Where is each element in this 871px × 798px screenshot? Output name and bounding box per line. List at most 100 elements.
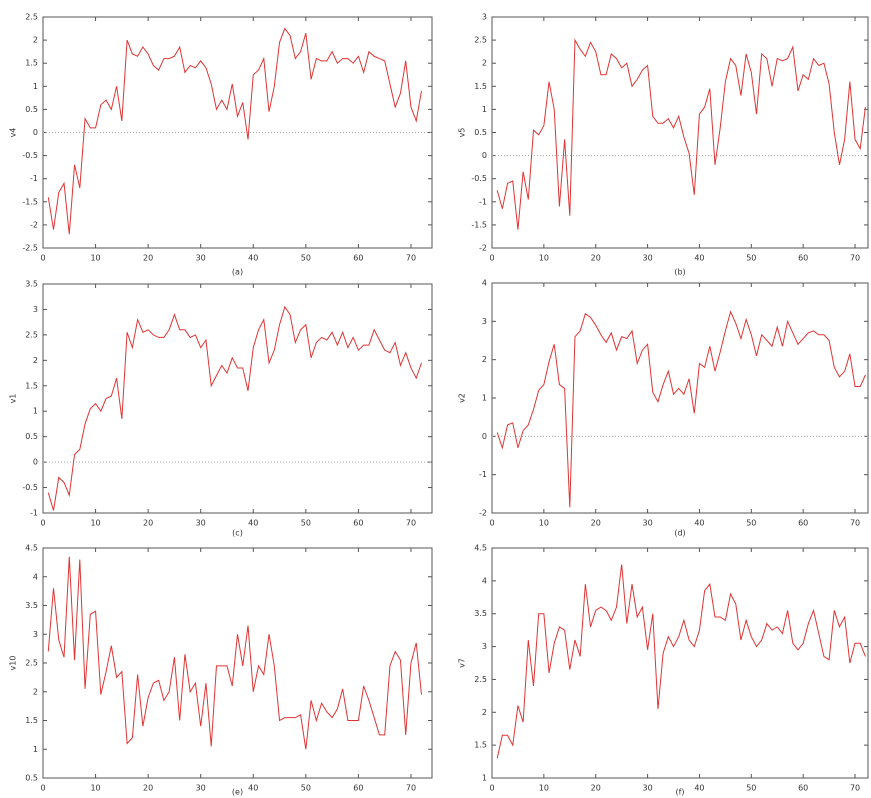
y-tick-label: -1 (30, 174, 38, 183)
plot-frame (42, 547, 433, 779)
x-tick-label: 50 (746, 254, 756, 263)
x-tick-label: 60 (353, 254, 363, 263)
y-axis-label: v1 (9, 394, 18, 404)
y-tick-label: 3 (482, 642, 487, 651)
y-tick-label: -1 (479, 197, 487, 206)
y-tick-label: 3.5 (474, 609, 487, 618)
y-tick-label: 3 (33, 630, 38, 639)
y-tick-label: 4 (33, 572, 38, 581)
y-tick-label: 1.5 (25, 716, 38, 725)
y-tick-label: 1 (33, 745, 38, 754)
x-tick-label: 60 (798, 254, 808, 263)
data-line (496, 310, 866, 508)
y-tick-label: -1.5 (22, 197, 38, 206)
y-tick-label: 1.5 (25, 59, 38, 68)
y-tick-label: 2 (482, 59, 487, 68)
y-tick-label: 2 (33, 36, 38, 45)
x-tick-label: 40 (248, 784, 258, 793)
data-line (47, 556, 422, 750)
subplot-caption: (c) (232, 529, 243, 538)
y-tick-label: 4.5 (25, 544, 38, 553)
y-tick-label: -0.5 (471, 174, 487, 183)
y-tick-label: 2.5 (25, 13, 38, 22)
y-tick-label: -2 (30, 220, 38, 229)
x-tick-label: 30 (642, 784, 652, 793)
x-tick-label: 60 (353, 519, 363, 528)
data-line (496, 564, 866, 759)
subplot-caption: (a) (232, 268, 243, 277)
plot-frame (42, 283, 433, 514)
plot-frame (491, 547, 869, 779)
x-tick-label: 60 (353, 784, 363, 793)
x-tick-label: 40 (694, 519, 704, 528)
x-tick-label: 40 (694, 254, 704, 263)
y-tick-label: -2 (479, 509, 487, 518)
x-tick-label: 30 (196, 254, 206, 263)
y-tick-label: -2 (479, 244, 487, 253)
plot-frame (491, 16, 869, 249)
y-tick-label: 3 (482, 13, 487, 22)
subplot-caption: (e) (232, 788, 243, 797)
y-tick-label: 2.5 (474, 36, 487, 45)
y-tick-label: 3.5 (25, 601, 38, 610)
x-tick-label: 50 (301, 784, 311, 793)
x-tick-label: 50 (301, 519, 311, 528)
plot-frame (491, 282, 869, 514)
x-tick-label: 0 (489, 519, 494, 528)
data-line (47, 27, 422, 235)
y-tick-label: 1 (33, 82, 38, 91)
x-tick-label: 60 (798, 519, 808, 528)
x-tick-label: 10 (539, 519, 549, 528)
y-tick-label: 1 (482, 394, 487, 403)
y-axis-label: v10 (9, 656, 18, 671)
y-tick-label: 0 (33, 458, 38, 467)
x-tick-label: 40 (694, 784, 704, 793)
x-tick-label: 50 (746, 519, 756, 528)
x-tick-label: 50 (746, 784, 756, 793)
x-tick-label: 20 (591, 254, 601, 263)
y-tick-label: 4 (482, 576, 487, 585)
y-tick-label: 2 (33, 687, 38, 696)
x-tick-label: 0 (489, 254, 494, 263)
data-line (47, 305, 422, 511)
x-tick-label: 10 (90, 254, 100, 263)
y-tick-label: 0.5 (25, 432, 38, 441)
y-tick-label: 2 (482, 708, 487, 717)
x-tick-label: 70 (850, 254, 860, 263)
y-tick-label: -1 (479, 470, 487, 479)
y-tick-label: -1 (30, 509, 38, 518)
x-tick-label: 40 (248, 254, 258, 263)
y-tick-label: 1 (482, 774, 487, 783)
y-tick-label: 2.5 (474, 675, 487, 684)
y-axis-label: v7 (458, 658, 467, 668)
x-tick-label: 20 (143, 784, 153, 793)
y-tick-label: 2 (482, 355, 487, 364)
x-tick-label: 70 (850, 784, 860, 793)
x-tick-label: 30 (642, 519, 652, 528)
x-tick-label: 20 (591, 519, 601, 528)
y-axis-label: v2 (458, 393, 467, 403)
y-tick-label: 2.5 (25, 659, 38, 668)
y-tick-label: 0.5 (25, 774, 38, 783)
x-tick-label: 30 (196, 784, 206, 793)
y-tick-label: 1.5 (474, 741, 487, 750)
y-tick-label: 0 (33, 128, 38, 137)
x-tick-label: 0 (40, 784, 45, 793)
x-tick-label: 40 (248, 519, 258, 528)
y-tick-label: -0.5 (22, 483, 38, 492)
y-tick-label: 1 (482, 105, 487, 114)
subplot-caption: (f) (675, 788, 684, 797)
y-tick-label: -1.5 (471, 220, 487, 229)
y-tick-label: 4.5 (474, 544, 487, 553)
x-tick-label: 70 (406, 254, 416, 263)
y-tick-label: 2.5 (25, 330, 38, 339)
subplot-caption: (d) (674, 529, 685, 538)
x-tick-label: 30 (642, 254, 652, 263)
x-tick-label: 10 (90, 519, 100, 528)
y-axis-label: v5 (458, 128, 467, 138)
x-tick-label: 50 (301, 254, 311, 263)
y-tick-label: 1 (33, 407, 38, 416)
x-tick-label: 70 (850, 519, 860, 528)
subplot-caption: (b) (674, 268, 685, 277)
x-tick-label: 0 (489, 784, 494, 793)
